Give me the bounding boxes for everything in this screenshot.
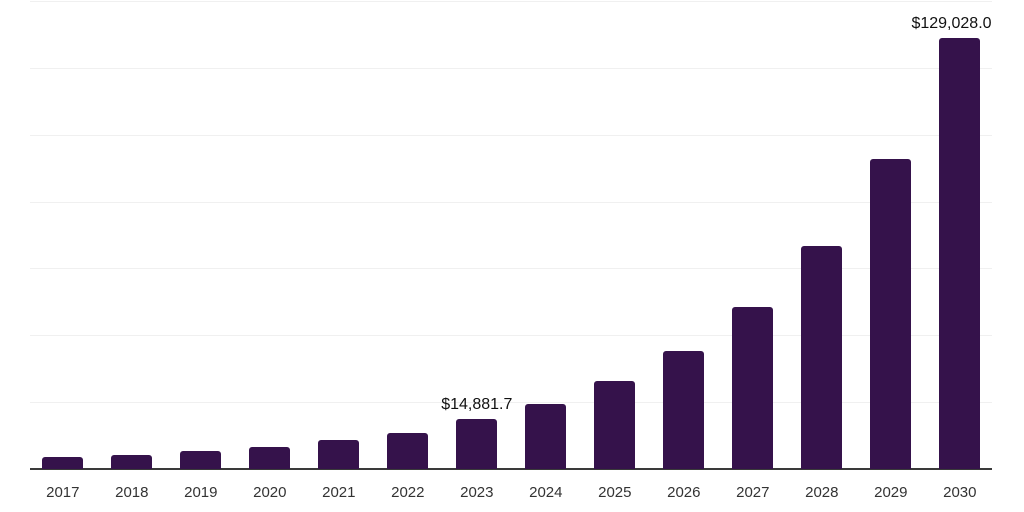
bar-2021 bbox=[318, 439, 360, 469]
gridline-140000 bbox=[30, 1, 992, 2]
x-axis-label-2030: 2030 bbox=[943, 484, 977, 501]
bar-2030 bbox=[939, 37, 981, 469]
bar-2019 bbox=[180, 451, 222, 469]
bar-2023 bbox=[456, 419, 498, 469]
x-axis-label-2029: 2029 bbox=[874, 484, 908, 501]
x-axis-label-2025: 2025 bbox=[598, 484, 632, 501]
data-label-2030: $129,028.0 bbox=[911, 14, 992, 32]
x-axis-label-2019: 2019 bbox=[184, 484, 218, 501]
bar-2025 bbox=[594, 380, 636, 469]
gridline-20000 bbox=[30, 402, 992, 404]
bar-2020 bbox=[249, 447, 291, 469]
bar-2028 bbox=[801, 245, 843, 469]
x-axis-label-2022: 2022 bbox=[391, 484, 425, 501]
data-label-2023: $14,881.7 bbox=[441, 396, 513, 414]
gridline-60000 bbox=[30, 268, 992, 270]
bar-2026 bbox=[663, 351, 705, 469]
x-axis-label-2023: 2023 bbox=[460, 484, 494, 501]
gridline-40000 bbox=[30, 335, 992, 337]
x-axis-label-2021: 2021 bbox=[322, 484, 356, 501]
x-axis-label-2017: 2017 bbox=[46, 484, 80, 501]
x-axis-label-2018: 2018 bbox=[115, 484, 149, 501]
bar-2022 bbox=[387, 433, 429, 469]
x-axis-line bbox=[30, 468, 992, 470]
gridline-100000 bbox=[30, 134, 992, 136]
bar-2024 bbox=[525, 404, 567, 469]
bar-2027 bbox=[732, 307, 774, 469]
x-axis-label-2020: 2020 bbox=[253, 484, 287, 501]
gridline-120000 bbox=[30, 67, 992, 69]
x-axis-label-2026: 2026 bbox=[667, 484, 701, 501]
x-axis-label-2027: 2027 bbox=[736, 484, 770, 501]
gridline-80000 bbox=[30, 201, 992, 203]
x-axis-label-2028: 2028 bbox=[805, 484, 839, 501]
x-axis-label-2024: 2024 bbox=[529, 484, 563, 501]
bar-2018 bbox=[111, 454, 153, 469]
bar-2029 bbox=[870, 158, 912, 469]
bar-2017 bbox=[42, 456, 84, 469]
